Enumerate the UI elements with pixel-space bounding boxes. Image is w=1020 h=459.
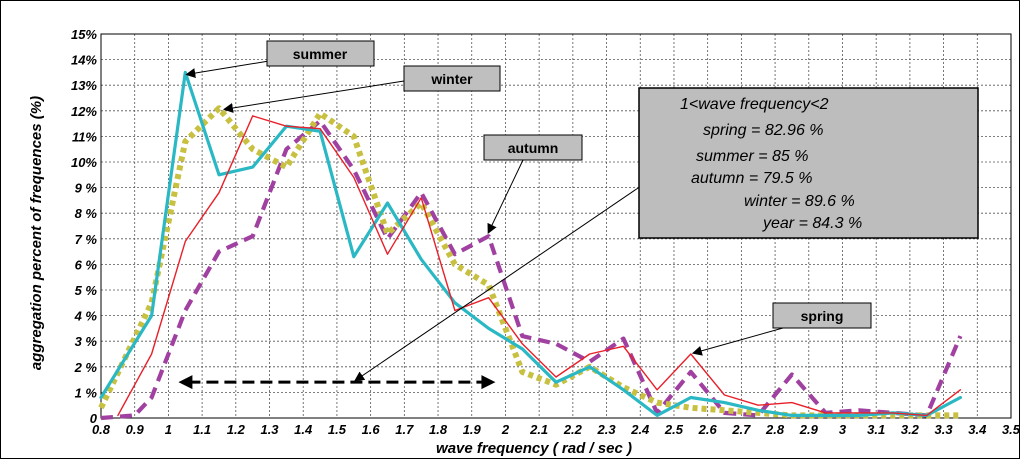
y-tick-label: 3 % (75, 334, 98, 349)
autumn-arrow (487, 159, 524, 235)
y-tick-label: 8 % (75, 206, 98, 221)
x-tick-label: 2.2 (563, 422, 583, 437)
x-tick-label: 2.6 (698, 422, 718, 437)
x-tick-label: 1.8 (429, 422, 448, 437)
winter-label: winter (430, 71, 473, 87)
x-tick-label: 3 (839, 422, 847, 437)
y-tick-label: 7 % (75, 232, 98, 247)
annotations (178, 60, 784, 390)
x-tick-label: 1.9 (463, 422, 482, 437)
x-tick-label: 2.5 (664, 422, 684, 437)
series-autumn-line (100, 118, 963, 421)
y-tick-label: 9 % (75, 181, 98, 196)
x-tick-label: 3.2 (901, 422, 920, 437)
info-line-3: summer = 85 % (696, 148, 808, 165)
tick-labels: 0.8 0.9 1 1.1 1.2 1.3 1.4 1.5 1.6 1.7 1.8 1.9 2 2.1 2.… (71, 27, 1019, 437)
summer-label: summer (293, 46, 348, 62)
info-line-2: spring = 82.96 % (703, 122, 824, 139)
y-tick-label: 0 (90, 411, 98, 426)
x-tick-label: 3.3 (935, 422, 954, 437)
summer-arrow (185, 60, 270, 79)
y-tick-label: 4 % (74, 309, 98, 324)
x-tick-label: 2 (501, 422, 510, 437)
y-tick-label: 15% (71, 27, 97, 42)
x-tick-label: 1.3 (260, 422, 279, 437)
x-tick-label: 2.7 (731, 422, 751, 437)
range-arrow-right-head (481, 375, 496, 390)
winter-arrow (222, 80, 405, 113)
winter-callout: winter (403, 65, 501, 92)
info-line-4: autumn = 79.5 % (691, 170, 812, 187)
x-tick-label: 1.4 (294, 422, 313, 437)
x-tick-label: 2.3 (597, 422, 617, 437)
spring-arrow (691, 327, 784, 356)
info-line-6: year = 84.3 % (762, 215, 862, 232)
y-tick-label: 14% (71, 53, 97, 68)
x-tick-label: 3.4 (968, 422, 987, 437)
autumn-label: autumn (508, 140, 559, 156)
spring-label: spring (801, 308, 844, 324)
info-box: 1<wave frequency<2 spring = 82.96 % summ… (638, 87, 979, 239)
x-tick-label: 2.9 (799, 422, 819, 437)
x-tick-label: 0.9 (126, 422, 145, 437)
series-lines (98, 70, 963, 421)
info-line-1: 1<wave frequency<2 (680, 96, 829, 113)
range-arrow-left-head (178, 375, 193, 390)
autumn-callout: autumn (483, 134, 583, 161)
y-tick-label: 6 % (75, 257, 98, 272)
y-tick-label: 2 % (74, 360, 98, 375)
info-line-5: winter = 89.6 % (744, 193, 855, 210)
x-tick-label: 2.8 (765, 422, 785, 437)
series-spring-line (117, 115, 962, 417)
x-tick-label: 2.1 (529, 422, 548, 437)
x-tick-label: 1.1 (193, 422, 211, 437)
y-tick-label: 12% (71, 104, 97, 119)
summer-callout: summer (266, 40, 375, 67)
y-tick-label: 10% (71, 155, 97, 170)
x-tick-label: 1.2 (227, 422, 246, 437)
y-tick-label: 1 % (75, 385, 98, 400)
x-tick-label: 1.7 (395, 422, 414, 437)
spring-callout: spring (772, 302, 872, 329)
series-summer-line (99, 70, 963, 417)
x-tick-label: 3.5 (1002, 422, 1019, 437)
y-axis-label: aggregation percent of frequences (%) (28, 96, 45, 370)
x-tick-label: 3.1 (867, 422, 885, 437)
x-tick-label: 1.6 (362, 422, 381, 437)
y-tick-label: 11% (72, 129, 97, 144)
info-arrow (354, 170, 664, 382)
plot-area (100, 33, 1012, 419)
x-tick-label: 0.8 (92, 422, 111, 437)
y-tick-label: 13% (71, 78, 97, 93)
x-tick-label: 1.5 (328, 422, 347, 437)
x-tick-label: 1 (165, 422, 172, 437)
y-tick-label: 5 % (75, 283, 98, 298)
x-tick-label: 2.4 (630, 422, 650, 437)
x-axis-label: wave frequency ( rad / sec ) (436, 440, 632, 457)
